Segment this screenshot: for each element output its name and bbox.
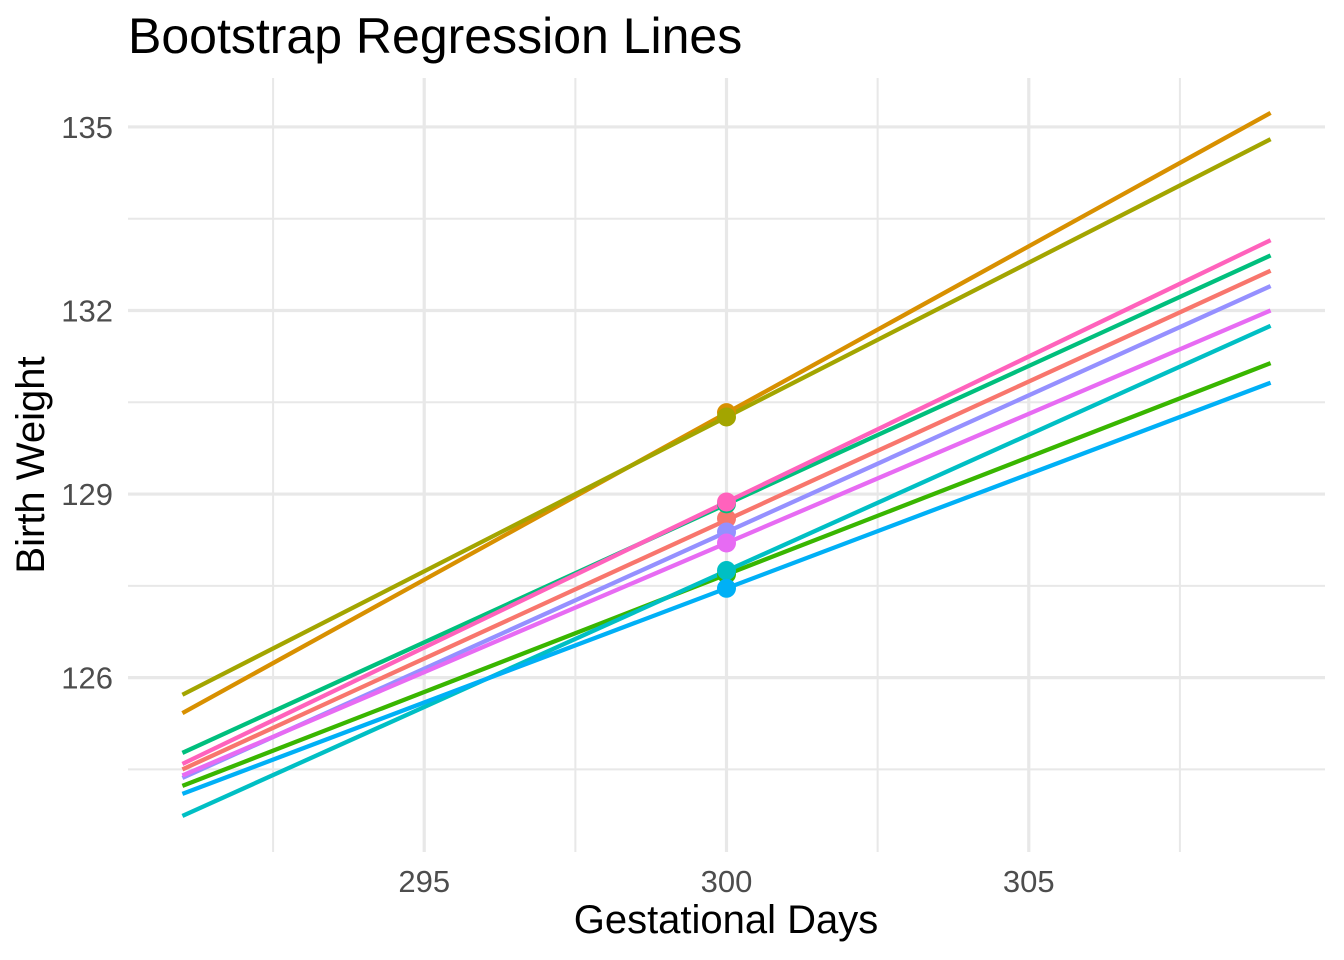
bootstrap-line-6-point	[717, 561, 736, 581]
y-tick-label: 135	[61, 110, 113, 145]
bootstrap-line-10-point	[717, 492, 736, 512]
bootstrap-line-7-point	[717, 578, 736, 598]
bootstrap-line-1-point	[717, 509, 736, 529]
y-axis-title: Birth Weight	[9, 356, 53, 573]
y-axis-tick-labels: 126 129 132 135	[61, 110, 113, 696]
bootstrap-line-3-point	[717, 407, 736, 427]
bootstrap-points	[717, 403, 736, 598]
x-tick-label: 305	[1003, 864, 1055, 899]
y-tick-label: 132	[61, 293, 113, 328]
y-tick-label: 129	[61, 477, 113, 512]
y-tick-label: 126	[61, 660, 113, 695]
chart-title: Bootstrap Regression Lines	[128, 8, 742, 64]
x-axis-tick-labels: 295 300 305	[398, 864, 1054, 899]
bootstrap-line-9-point	[717, 533, 736, 553]
x-axis-title: Gestational Days	[574, 898, 879, 942]
x-tick-label: 295	[398, 864, 450, 899]
x-tick-label: 300	[701, 864, 753, 899]
